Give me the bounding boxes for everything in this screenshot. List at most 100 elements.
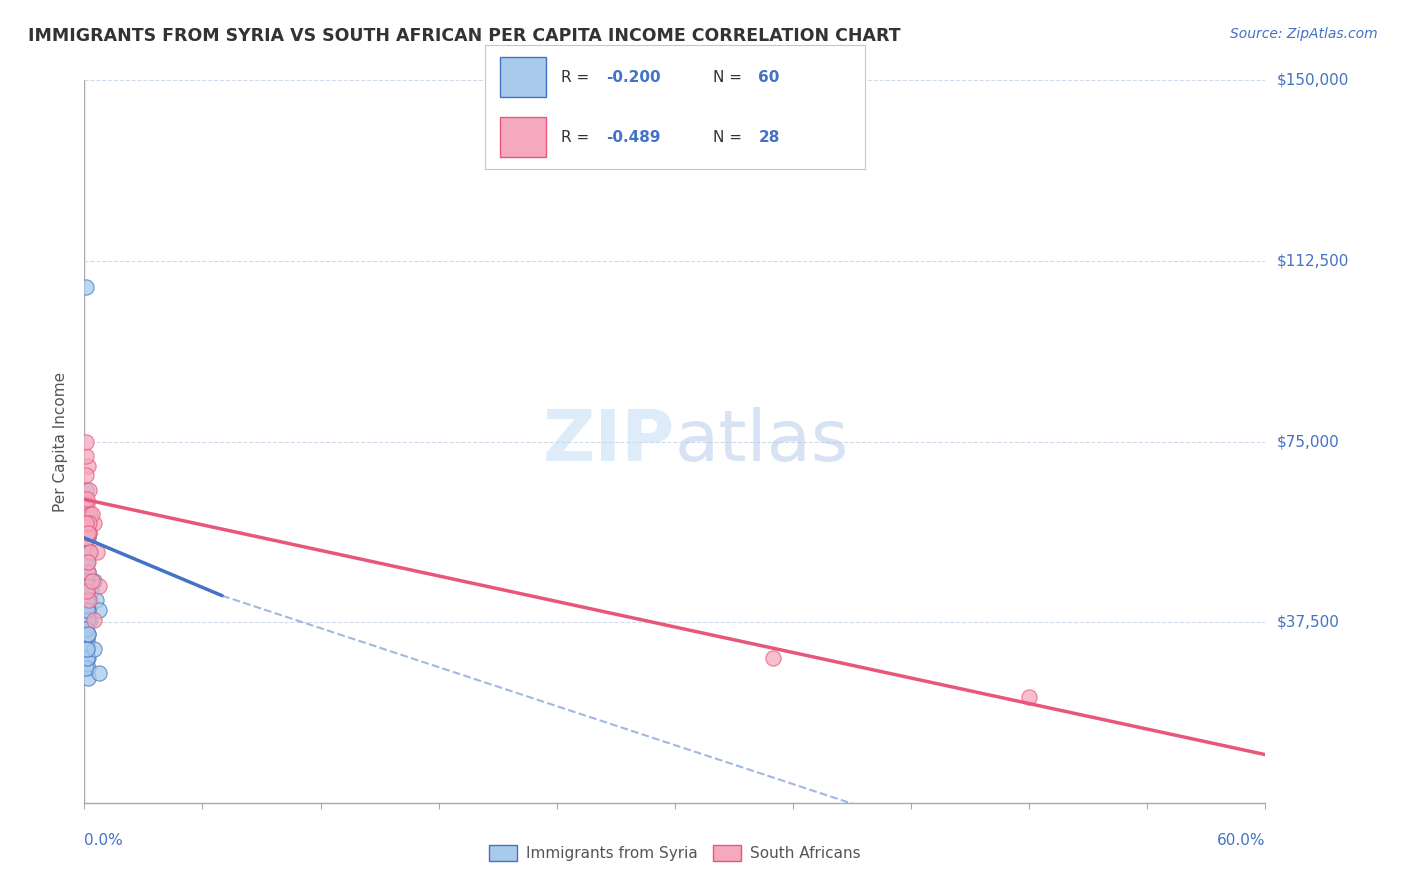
FancyBboxPatch shape bbox=[501, 57, 546, 97]
Point bbox=[76, 637, 98, 651]
Point bbox=[75, 579, 97, 593]
Point bbox=[76, 565, 98, 579]
Point bbox=[77, 555, 100, 569]
Point bbox=[76, 492, 98, 507]
Point bbox=[76, 531, 98, 545]
Point bbox=[75, 555, 97, 569]
Point bbox=[87, 603, 110, 617]
Point bbox=[76, 641, 98, 656]
Point bbox=[80, 507, 103, 521]
Point bbox=[77, 613, 100, 627]
Point bbox=[75, 623, 97, 637]
Point bbox=[76, 574, 98, 589]
Point bbox=[87, 665, 111, 680]
Point bbox=[76, 627, 98, 641]
Point bbox=[79, 516, 101, 531]
Point bbox=[75, 583, 97, 598]
Point bbox=[75, 483, 97, 497]
Point bbox=[75, 449, 97, 463]
Text: Source: ZipAtlas.com: Source: ZipAtlas.com bbox=[1230, 27, 1378, 41]
Point bbox=[79, 545, 101, 559]
Point bbox=[76, 632, 98, 646]
Point bbox=[76, 565, 98, 579]
Point bbox=[79, 526, 101, 541]
Point bbox=[77, 593, 100, 607]
Point bbox=[75, 613, 97, 627]
Point bbox=[86, 545, 108, 559]
Legend: Immigrants from Syria, South Africans: Immigrants from Syria, South Africans bbox=[484, 839, 866, 867]
Point bbox=[77, 458, 100, 473]
Text: R =: R = bbox=[561, 129, 595, 145]
Text: ZIP: ZIP bbox=[543, 407, 675, 476]
Point bbox=[76, 613, 98, 627]
Point bbox=[76, 531, 98, 545]
Point bbox=[76, 574, 98, 589]
Point bbox=[76, 555, 98, 569]
Point bbox=[77, 545, 100, 559]
Point bbox=[80, 583, 103, 598]
Point bbox=[75, 280, 97, 294]
Point bbox=[80, 574, 103, 589]
Point bbox=[76, 497, 98, 511]
Point bbox=[75, 565, 97, 579]
Text: R =: R = bbox=[561, 70, 595, 85]
Point bbox=[76, 641, 98, 656]
Point bbox=[75, 497, 97, 511]
Point bbox=[76, 593, 98, 607]
Point bbox=[76, 627, 98, 641]
Text: 60: 60 bbox=[758, 70, 780, 85]
Text: N =: N = bbox=[713, 70, 747, 85]
Point bbox=[76, 583, 98, 598]
Point bbox=[77, 661, 100, 675]
Text: N =: N = bbox=[713, 129, 747, 145]
Point bbox=[76, 651, 98, 665]
Point bbox=[75, 531, 97, 545]
Point bbox=[76, 593, 98, 607]
Point bbox=[1018, 690, 1040, 704]
Text: 60.0%: 60.0% bbox=[1218, 833, 1265, 848]
Text: 0.0%: 0.0% bbox=[84, 833, 124, 848]
Point bbox=[75, 531, 97, 545]
Point bbox=[84, 593, 107, 607]
Point bbox=[75, 641, 97, 656]
Point bbox=[75, 545, 97, 559]
Point bbox=[79, 593, 101, 607]
Point bbox=[83, 613, 105, 627]
Point bbox=[75, 521, 97, 535]
Point bbox=[79, 613, 101, 627]
Point bbox=[79, 483, 101, 497]
Point bbox=[79, 507, 101, 521]
Point bbox=[76, 603, 98, 617]
Text: atlas: atlas bbox=[675, 407, 849, 476]
Point bbox=[76, 579, 98, 593]
Text: $75,000: $75,000 bbox=[1277, 434, 1340, 449]
Point bbox=[76, 579, 98, 593]
Text: $112,500: $112,500 bbox=[1277, 253, 1348, 268]
Text: IMMIGRANTS FROM SYRIA VS SOUTH AFRICAN PER CAPITA INCOME CORRELATION CHART: IMMIGRANTS FROM SYRIA VS SOUTH AFRICAN P… bbox=[28, 27, 901, 45]
Point bbox=[77, 603, 100, 617]
Point bbox=[762, 651, 785, 665]
Text: $150,000: $150,000 bbox=[1277, 73, 1348, 87]
Point bbox=[76, 526, 98, 541]
Point bbox=[76, 651, 98, 665]
Point bbox=[83, 516, 105, 531]
Y-axis label: Per Capita Income: Per Capita Income bbox=[53, 371, 69, 512]
Point bbox=[76, 574, 98, 589]
Point bbox=[77, 516, 100, 531]
Point bbox=[83, 574, 105, 589]
Text: -0.200: -0.200 bbox=[606, 70, 661, 85]
Point bbox=[75, 468, 97, 483]
FancyBboxPatch shape bbox=[501, 117, 546, 157]
Point bbox=[76, 507, 98, 521]
Point bbox=[77, 603, 100, 617]
Point bbox=[76, 627, 98, 641]
Text: $37,500: $37,500 bbox=[1277, 615, 1340, 630]
Point bbox=[77, 526, 100, 541]
Point bbox=[75, 516, 97, 531]
Point bbox=[76, 555, 98, 569]
Point bbox=[87, 579, 111, 593]
Point bbox=[76, 593, 98, 607]
Point bbox=[76, 583, 98, 598]
Point bbox=[77, 565, 100, 579]
Point bbox=[83, 641, 105, 656]
